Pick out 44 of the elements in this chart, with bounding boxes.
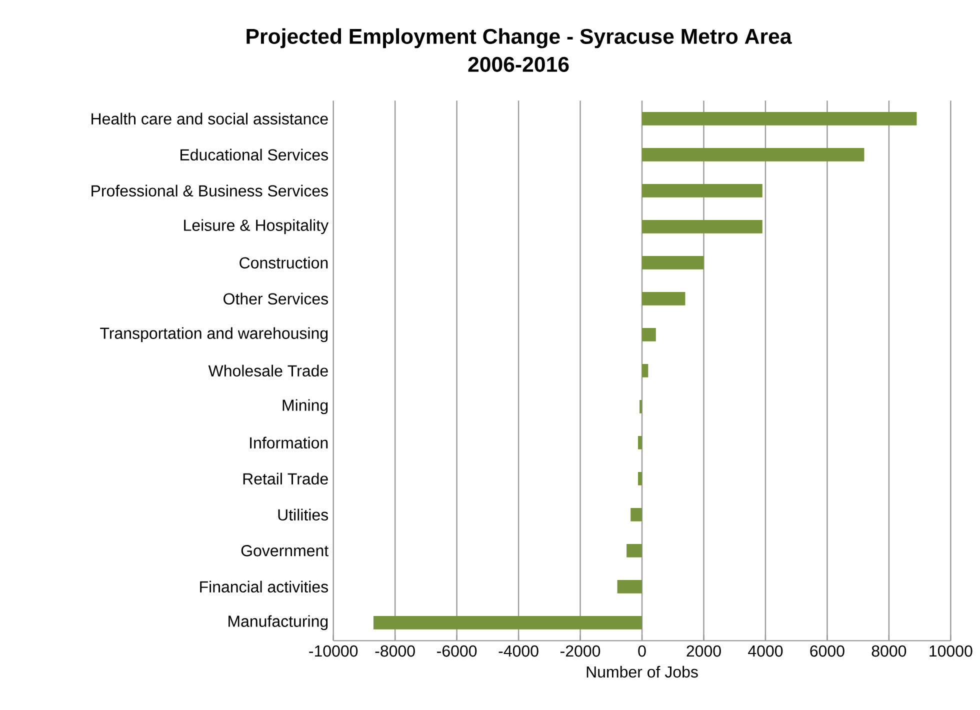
y-tick-label: Mining bbox=[282, 399, 328, 414]
x-tick-label: -8000 bbox=[375, 645, 415, 657]
x-tick-label: -6000 bbox=[437, 645, 477, 657]
bar bbox=[642, 364, 648, 378]
bar bbox=[642, 220, 762, 234]
bar bbox=[642, 328, 656, 342]
bar bbox=[626, 544, 642, 558]
x-tick-label: 0 bbox=[638, 645, 646, 657]
y-tick-label: Manufacturing bbox=[228, 615, 328, 630]
y-tick-label: Wholesale Trade bbox=[208, 364, 328, 377]
y-tick-label: Leisure & Hospitality bbox=[184, 219, 329, 234]
bar bbox=[640, 400, 642, 414]
x-tick-label: -10000 bbox=[309, 645, 358, 657]
x-tick-label: 2000 bbox=[686, 645, 721, 657]
y-tick-label: Information bbox=[250, 436, 328, 449]
y-tick-label: Health care and social assistance bbox=[92, 112, 328, 125]
y-tick-label: Utilities bbox=[278, 508, 328, 521]
y-tick-label: Retail Trade bbox=[243, 472, 328, 485]
bar bbox=[630, 508, 642, 522]
y-tick-label: Transportation and warehousing bbox=[100, 327, 328, 342]
bar bbox=[638, 472, 642, 486]
bar bbox=[642, 112, 917, 126]
bar bbox=[373, 616, 642, 630]
x-tick-label: 10000 bbox=[930, 645, 972, 657]
x-tick-label: 6000 bbox=[810, 645, 844, 657]
x-tick-label: -4000 bbox=[498, 645, 538, 657]
y-tick-label: Financial activities bbox=[200, 580, 328, 593]
x-tick-label: 8000 bbox=[872, 645, 906, 657]
y-tick-label: Other Services bbox=[224, 292, 328, 305]
bar bbox=[638, 436, 642, 450]
bar bbox=[642, 148, 864, 162]
x-tick-label: 4000 bbox=[748, 645, 783, 657]
x-axis-title: Number of Jobs bbox=[586, 666, 698, 678]
y-tick-label: Government bbox=[241, 545, 328, 556]
bar bbox=[642, 184, 762, 198]
y-tick-label: Educational Services bbox=[180, 148, 328, 161]
chart-subtitle: 2006-2016 bbox=[468, 56, 569, 72]
y-tick-label: Professional & Business Services bbox=[92, 184, 328, 197]
bar bbox=[642, 292, 686, 306]
bar bbox=[617, 580, 642, 594]
bar bbox=[642, 256, 704, 270]
y-tick-label: Construction bbox=[240, 256, 328, 269]
chart-title: Projected Employment Change - Syracuse Metro Area bbox=[246, 28, 792, 48]
x-tick-label: -2000 bbox=[560, 645, 600, 657]
